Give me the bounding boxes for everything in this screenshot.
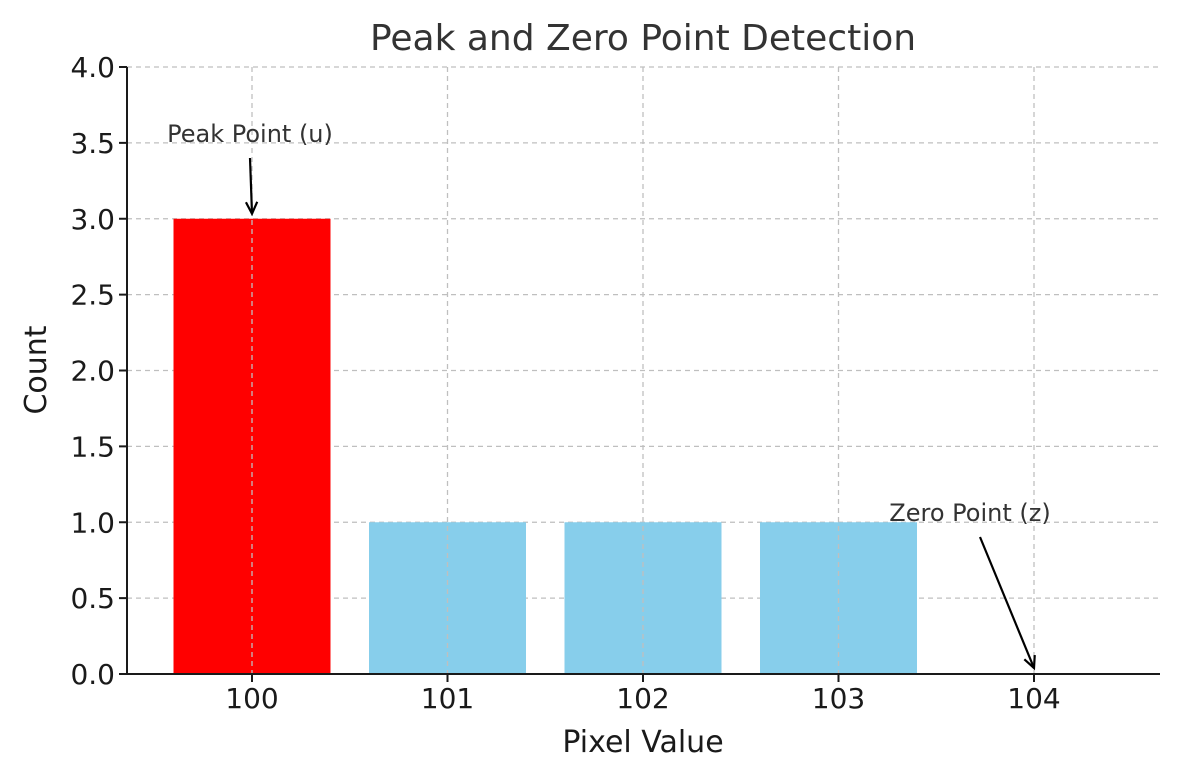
annotation-label: Zero Point (z) [889, 499, 1050, 527]
bars [173, 67, 1035, 674]
annotation-arrowhead [244, 201, 259, 217]
y-axis-label: Count [19, 325, 54, 414]
x-axis-label: Pixel Value [562, 725, 723, 760]
y-tick-label: 3.5 [70, 127, 115, 160]
annotations: Peak Point (u) Zero Point (z) [167, 120, 1051, 671]
chart-title: Peak and Zero Point Detection [370, 18, 916, 59]
x-tick-label: 100 [225, 682, 278, 715]
x-tick-label: 104 [1007, 682, 1060, 715]
y-tick-label: 3.0 [70, 203, 115, 236]
y-tick-label: 2.5 [70, 279, 115, 312]
y-tick-label: 1.5 [70, 430, 115, 463]
annotation-arrow [248, 157, 254, 214]
y-tick-label: 4.0 [70, 51, 115, 84]
x-tick-label: 103 [812, 682, 865, 715]
x-tick-label: 101 [421, 682, 474, 715]
y-tick-label: 0.0 [70, 658, 115, 691]
x-tick-label: 102 [616, 682, 669, 715]
tick-labels: 0.0 0.5 1.0 1.5 2.0 2.5 3.0 3.5 4.0 100 101 102 103 1… [70, 51, 1060, 715]
y-tick-label: 0.5 [70, 582, 115, 615]
annotation-arrow [978, 536, 1036, 669]
annotation-label: Peak Point (u) [167, 120, 333, 148]
annotation-arrowhead [1023, 654, 1036, 671]
y-tick-label: 2.0 [70, 355, 115, 388]
y-tick-label: 1.0 [70, 506, 115, 539]
